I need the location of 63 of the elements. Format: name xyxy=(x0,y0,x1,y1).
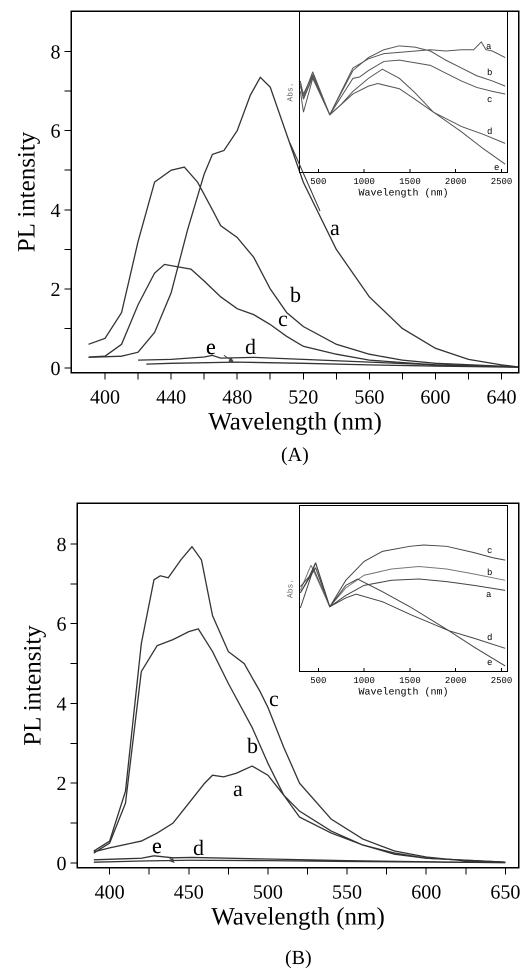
text: (A) xyxy=(281,444,309,466)
x-tick-label: 2500 xyxy=(490,176,512,187)
x-axis-title: Wavelength (nm) xyxy=(358,686,449,698)
x-tick-label: 600 xyxy=(411,882,442,904)
y-tick-label: 8 xyxy=(50,42,60,64)
series-label: e xyxy=(487,658,492,668)
y-axis-title: PL intensity xyxy=(14,131,40,252)
series-label: e xyxy=(152,833,162,858)
x-tick-label: 2000 xyxy=(444,176,467,187)
series-label: d xyxy=(245,334,256,359)
y-tick-label: 8 xyxy=(56,534,66,556)
x-tick-label: 500 xyxy=(310,176,326,187)
y-tick-label: 4 xyxy=(50,200,60,222)
x-tick-label: 440 xyxy=(156,386,186,408)
y-tick-label: 0 xyxy=(56,853,66,876)
x-axis-title: Wavelength (nm) xyxy=(208,408,382,436)
x-tick-label: 450 xyxy=(174,882,204,904)
y-tick-label: 2 xyxy=(50,278,60,301)
series-label: d xyxy=(487,127,492,137)
x-tick-label: 550 xyxy=(332,882,362,904)
series-label: e xyxy=(206,334,216,359)
y-tick-label: 6 xyxy=(50,120,60,143)
x-tick-label: 2000 xyxy=(444,676,467,686)
x-tick-label: 480 xyxy=(222,386,252,408)
series-label: a xyxy=(233,776,243,801)
y-axis-title: Abs. xyxy=(286,82,296,102)
x-tick-label: 400 xyxy=(94,882,125,904)
series-label: a xyxy=(486,42,492,52)
x-tick-label: 560 xyxy=(354,386,384,408)
y-axis-title: Abs. xyxy=(286,578,296,598)
series-label: e xyxy=(494,163,500,173)
x-tick-label: 650 xyxy=(490,882,520,904)
series-label: a xyxy=(330,215,340,240)
y-tick-label: 6 xyxy=(56,614,66,636)
x-tick-label: 2500 xyxy=(490,676,512,686)
x-axis-title: Wavelength (nm) xyxy=(358,187,449,200)
y-axis-title: PL intensity xyxy=(20,624,46,746)
x-tick-label: 1500 xyxy=(399,676,421,686)
series-label: d xyxy=(193,835,204,860)
x-tick-label: 500 xyxy=(310,676,326,686)
x-tick-label: 600 xyxy=(420,386,450,408)
series-label: c xyxy=(487,95,492,105)
series-label: a xyxy=(486,590,492,600)
y-tick-label: 4 xyxy=(56,693,66,716)
text: (B) xyxy=(285,947,312,969)
x-axis-title: Wavelength (nm) xyxy=(211,904,385,930)
series-label: d xyxy=(487,633,492,643)
x-tick-label: 1000 xyxy=(353,676,375,686)
x-tick-label: 1500 xyxy=(399,176,421,187)
x-tick-label: 520 xyxy=(288,386,318,408)
series-label: c xyxy=(278,306,288,331)
series-label: b xyxy=(290,282,301,307)
series-label: c xyxy=(487,546,492,556)
series-label: b xyxy=(487,68,492,78)
series-label: c xyxy=(269,686,279,711)
x-tick-label: 1000 xyxy=(353,176,375,187)
series-label: b xyxy=(247,733,258,758)
y-tick-label: 2 xyxy=(56,773,66,796)
x-tick-label: 640 xyxy=(486,386,516,408)
x-tick-label: 400 xyxy=(90,386,120,408)
series-label: b xyxy=(487,568,492,578)
y-tick-label: 0 xyxy=(50,358,60,380)
x-tick-label: 500 xyxy=(252,882,283,904)
